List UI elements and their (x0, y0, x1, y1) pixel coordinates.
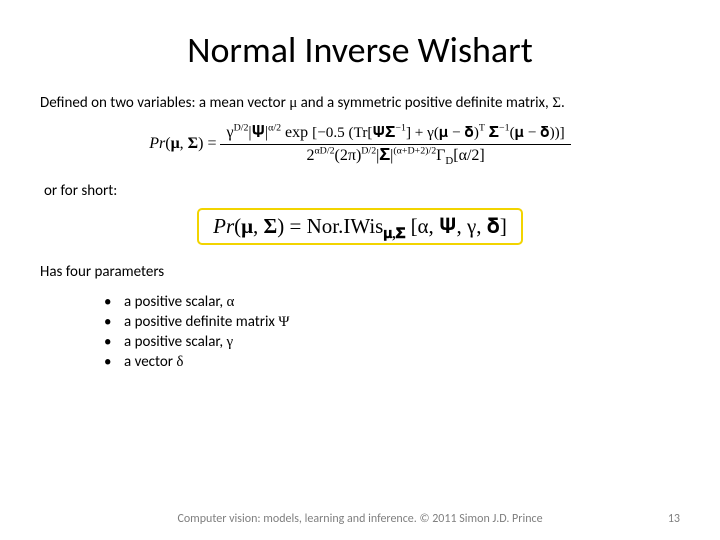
slide: Normal Inverse Wishart Defined on two va… (0, 0, 720, 540)
param-item: a positive definite matrix Ψ (104, 313, 680, 331)
page-number: 13 (668, 512, 680, 526)
short-formula-wrap: Pr(μ, Σ) = Nor.IWis𝛍,𝚺 [α, 𝚿, γ, 𝛅] (40, 208, 680, 245)
formula-numerator: γD/2|𝚿|α/2 exp [−0.5 (Tr[𝚿𝚺−1] + γ(𝛍 − 𝛅… (220, 125, 570, 144)
short-label: or for short: (44, 182, 680, 200)
intro-prefix: Defined on two variables: a mean vector (40, 94, 289, 112)
den-d: D/2 (361, 145, 376, 156)
sigma-symbol: Σ (552, 95, 561, 111)
param-text: a vector (124, 353, 176, 371)
param-text: a positive scalar, (124, 333, 227, 351)
num-g: −1 (395, 122, 406, 133)
den-b: αD/2 (314, 145, 334, 156)
den-f: (α+D+2)/2 (393, 145, 436, 156)
intro-text: Defined on two variables: a mean vector … (40, 94, 680, 113)
formula-denominator: 2αD/2(2π)D/2|𝚺|(α+D+2)/2ΓD[α/2] (220, 144, 570, 164)
footer-credit: Computer vision: models, learning and in… (40, 512, 680, 526)
param-text: a positive definite matrix (124, 313, 278, 331)
num-e: exp (281, 124, 312, 141)
num-h: ] + γ(𝛍 − 𝛅) (406, 124, 479, 141)
formula-lhs: Pr(μ, Σ) = (149, 135, 220, 152)
param-symbol: γ (227, 334, 234, 350)
num-c: |𝚿| (248, 124, 268, 141)
num-j: 𝚺 (485, 124, 499, 141)
param-symbol: δ (176, 354, 183, 370)
num-l: (𝛍 − 𝛅))] (510, 124, 565, 141)
param-text: a positive scalar, (124, 293, 227, 311)
param-symbol: Ψ (278, 314, 289, 330)
params-heading: Has four parameters (40, 263, 680, 281)
param-symbol: α (227, 294, 235, 310)
den-c: (2π) (335, 147, 362, 164)
num-k: −1 (499, 122, 510, 133)
num-a: γ (226, 124, 233, 141)
param-item: a positive scalar, γ (104, 333, 680, 351)
short-rhs: [α, 𝚿, γ, 𝛅] (405, 214, 507, 238)
num-d: α/2 (268, 122, 281, 133)
intro-suffix: . (561, 94, 565, 112)
num-f: [−0.5 (Tr[𝚿𝚺 (312, 124, 395, 141)
num-b: D/2 (234, 122, 249, 133)
intro-middle: and a symmetric positive definite matrix… (297, 94, 552, 112)
params-list: a positive scalar, α a positive definite… (104, 293, 680, 371)
page-title: Normal Inverse Wishart (40, 28, 680, 72)
param-item: a positive scalar, α (104, 293, 680, 311)
main-formula: Pr(μ, Σ) = γD/2|𝚿|α/2 exp [−0.5 (Tr[𝚿𝚺−1… (40, 125, 680, 164)
param-item: a vector δ (104, 353, 680, 371)
short-sub: 𝛍,𝚺 (383, 226, 405, 242)
formula-fraction: γD/2|𝚿|α/2 exp [−0.5 (Tr[𝚿𝚺−1] + γ(𝛍 − 𝛅… (220, 125, 570, 164)
short-formula: Pr(μ, Σ) = Nor.IWis𝛍,𝚺 [α, 𝚿, γ, 𝛅] (197, 208, 523, 245)
den-i: [α/2] (453, 147, 484, 164)
den-e: |𝚺| (376, 147, 393, 164)
footer: Computer vision: models, learning and in… (0, 512, 720, 526)
